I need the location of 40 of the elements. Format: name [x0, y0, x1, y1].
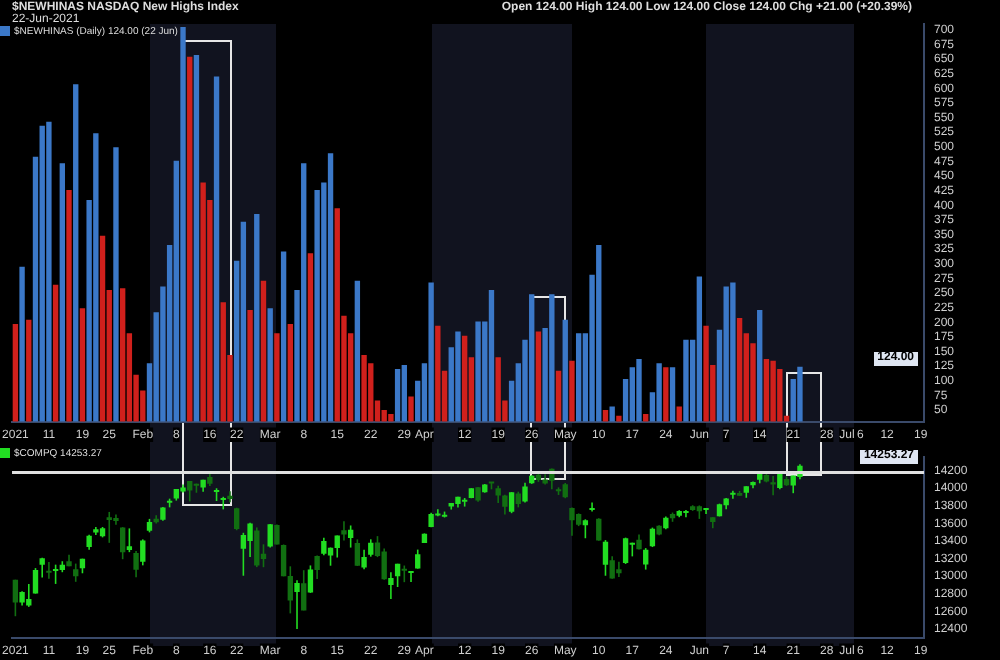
candlestick: [267, 523, 273, 549]
candlestick: [582, 518, 589, 540]
candlestick: [280, 543, 287, 578]
candlestick: [52, 563, 59, 585]
candlestick: [119, 526, 126, 560]
candlestick: [240, 531, 247, 577]
candlestick: [140, 538, 146, 567]
candlestick: [347, 524, 354, 549]
candlestick: [408, 570, 414, 583]
candlestick: [649, 526, 656, 548]
candlestick: [301, 569, 307, 612]
candlestick: [381, 547, 387, 581]
candlestick: [220, 496, 226, 511]
candlestick: [12, 578, 19, 618]
candlestick: [254, 526, 260, 568]
candlestick: [589, 501, 595, 513]
candlestick: [602, 539, 609, 577]
candlestick: [307, 564, 314, 594]
candlestick: [616, 561, 622, 578]
candlestick: [354, 538, 361, 567]
candlestick: [770, 475, 776, 497]
candlestick: [569, 506, 575, 537]
candlestick: [126, 527, 133, 553]
candlestick: [361, 548, 367, 571]
candlestick: [609, 555, 615, 580]
candlestick: [133, 550, 139, 579]
candlestick: [187, 480, 193, 503]
candlestick: [622, 536, 629, 565]
candlestick: [341, 520, 347, 542]
candlestick: [287, 565, 293, 615]
candlestick: [730, 489, 736, 500]
candlestick: [502, 494, 508, 516]
candlestick: [294, 579, 300, 630]
candlestick: [46, 561, 52, 580]
candlestick: [415, 548, 421, 570]
candlestick: [596, 517, 602, 542]
candlestick: [106, 511, 112, 544]
candlestick: [73, 562, 79, 583]
candlestick: [388, 571, 394, 600]
candlestick: [508, 491, 515, 514]
